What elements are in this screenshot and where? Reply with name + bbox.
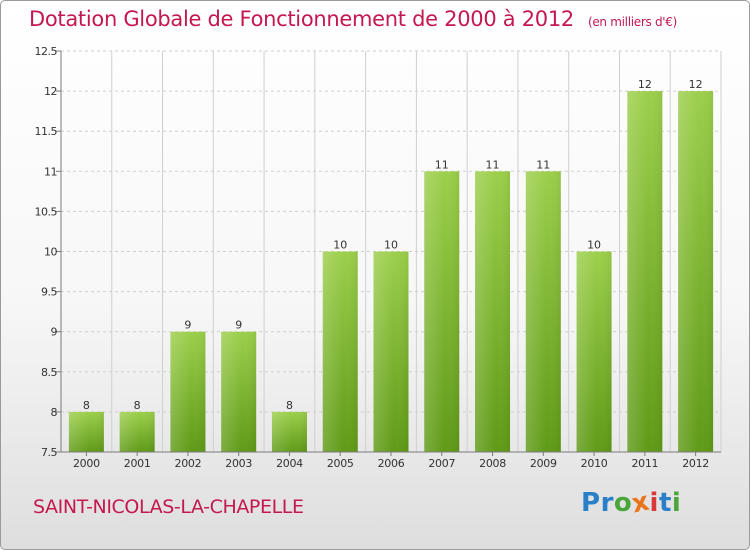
bar-shade (475, 171, 511, 453)
commune-name: SAINT-NICOLAS-LA-CHAPELLE (33, 496, 304, 518)
data-label: 9 (184, 319, 191, 332)
y-tick-label: 9 (51, 326, 58, 339)
logo-letter: P (581, 488, 601, 518)
x-tick-label: 2009 (530, 457, 557, 470)
chart-unit: (en milliers d'€) (587, 15, 677, 29)
bar-shade (678, 91, 714, 452)
x-tick-label: 2003 (225, 457, 252, 470)
x-tick-label: 2005 (327, 457, 354, 470)
y-tick-label: 12 (44, 85, 57, 98)
logo-letter: i (671, 488, 682, 518)
x-tick-label: 2010 (581, 457, 608, 470)
bar-shade (627, 91, 663, 452)
logo-letter: i (649, 488, 659, 518)
data-label: 10 (333, 239, 347, 252)
data-label: 12 (638, 78, 652, 91)
x-tick-label: 2001 (124, 457, 151, 470)
data-label: 11 (536, 158, 550, 171)
bar-shade (271, 411, 307, 452)
chart-title: Dotation Globale de Fonctionnement de 20… (29, 7, 677, 31)
bar-shade (525, 171, 561, 453)
y-tick-label: 10 (44, 246, 57, 259)
proxiti-logo: Proxiti (581, 487, 691, 524)
data-label: 8 (83, 399, 90, 412)
data-label: 8 (134, 399, 141, 412)
x-tick-label: 2000 (73, 457, 100, 470)
data-label: 10 (587, 239, 601, 252)
logo-letter: r (600, 488, 614, 518)
bar-shade (68, 411, 104, 452)
data-label: 10 (384, 239, 398, 252)
y-tick-label: 8 (51, 406, 58, 419)
x-tick-label: 2012 (682, 457, 709, 470)
bar-shade (170, 331, 206, 452)
x-tick-label: 2002 (175, 457, 202, 470)
data-label: 11 (435, 158, 449, 171)
x-tick-label: 2006 (378, 457, 405, 470)
logo-letter: o (613, 488, 633, 518)
y-tick-label: 9.5 (41, 286, 57, 299)
y-tick-label: 7.5 (41, 446, 57, 459)
bar-shade (221, 331, 257, 452)
chart-title-text: Dotation Globale de Fonctionnement de 20… (29, 7, 574, 31)
logo-letter: t (658, 488, 672, 518)
y-tick-label: 11.5 (35, 125, 58, 138)
x-tick-label: 2007 (428, 457, 455, 470)
bar-shade (119, 411, 155, 452)
bar-shade (424, 171, 460, 453)
x-tick-label: 2004 (276, 457, 303, 470)
bar-shade (373, 251, 409, 452)
x-tick-label: 2011 (631, 457, 658, 470)
y-tick-label: 8.5 (41, 366, 57, 379)
data-label: 8 (286, 399, 293, 412)
data-label: 11 (486, 158, 500, 171)
y-tick-label: 11 (44, 165, 57, 178)
data-label: 12 (689, 78, 703, 91)
axes: 7.5 8 8.5 9 9.5 10 10.5 11 11.5 12 12.5 2000 2001 200… (35, 45, 721, 470)
bars: 8 8 9 9 8 10 10 11 11 11 10 12 12 (68, 78, 714, 453)
bar-shade (322, 251, 358, 452)
data-label: 9 (235, 319, 242, 332)
bar-shade (576, 251, 612, 452)
y-tick-label: 10.5 (35, 205, 58, 218)
x-tick-label: 2008 (479, 457, 506, 470)
y-tick-label: 12.5 (35, 45, 58, 58)
